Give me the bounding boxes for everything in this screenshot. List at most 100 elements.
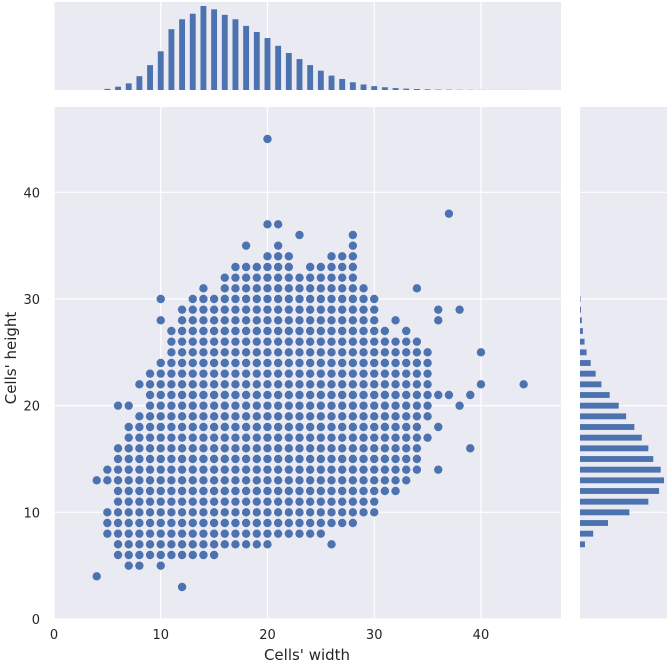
scatter-point [135, 476, 144, 485]
scatter-point [273, 241, 283, 250]
scatter-point [124, 561, 133, 570]
scatter-point [295, 465, 304, 474]
scatter-point [177, 326, 187, 336]
scatter-point [305, 326, 315, 336]
scatter-point [402, 422, 411, 432]
scatter-point [252, 540, 261, 549]
top-histogram-bar [200, 6, 207, 90]
scatter-point [156, 486, 165, 496]
scatter-point [423, 401, 432, 410]
top-histogram-bar [179, 19, 186, 91]
scatter-point [92, 476, 101, 485]
scatter-point [252, 465, 261, 474]
scatter-point [209, 444, 219, 453]
scatter-point [241, 380, 251, 389]
scatter-point [199, 337, 208, 346]
scatter-point [241, 262, 251, 272]
scatter-point [209, 390, 219, 400]
scatter-point [177, 337, 187, 346]
scatter-point [455, 401, 464, 410]
scatter-point [316, 401, 326, 410]
scatter-point [412, 454, 422, 464]
scatter-point [370, 380, 379, 389]
scatter-point [348, 358, 358, 368]
scatter-point [305, 508, 315, 517]
scatter-point [263, 454, 272, 464]
scatter-point [380, 465, 390, 474]
scatter-point [295, 273, 304, 282]
scatter-point [145, 412, 155, 421]
top-histogram-bar [264, 38, 271, 90]
scatter-point [231, 454, 240, 464]
scatter-point [295, 380, 304, 389]
scatter-point [177, 305, 187, 314]
scatter-point [284, 305, 294, 314]
top-histogram-bar [424, 89, 431, 90]
scatter-point [135, 550, 144, 560]
scatter-point [263, 305, 272, 314]
scatter-point [337, 380, 347, 389]
scatter-point [113, 518, 123, 528]
scatter-point [295, 508, 304, 517]
scatter-point [135, 433, 144, 442]
top-marginal-bars [104, 6, 527, 91]
scatter-point [284, 497, 294, 506]
scatter-point [177, 550, 187, 560]
scatter-point [188, 465, 197, 474]
scatter-point [273, 326, 283, 336]
top-histogram-bar [360, 84, 367, 90]
scatter-point [348, 284, 358, 293]
scatter-point [135, 486, 144, 496]
scatter-point [103, 476, 112, 485]
scatter-point [348, 348, 358, 357]
scatter-point [402, 348, 411, 357]
right-histogram-bar [580, 445, 649, 452]
right-histogram-bar [580, 509, 630, 516]
scatter-point [316, 316, 326, 325]
scatter-point [327, 401, 336, 410]
scatter-point [337, 444, 347, 453]
scatter-point [273, 348, 283, 357]
scatter-point [145, 444, 155, 453]
scatter-point [295, 422, 304, 432]
y-tick-label: 20 [23, 400, 40, 415]
scatter-point [337, 508, 347, 517]
scatter-point [252, 486, 261, 496]
scatter-point [402, 369, 411, 378]
right-histogram-bar [580, 306, 581, 313]
scatter-point [124, 444, 133, 453]
scatter-points [92, 134, 528, 592]
top-histogram-bar [253, 31, 260, 90]
scatter-point [177, 476, 187, 485]
scatter-point [380, 454, 390, 464]
scatter-point [273, 486, 283, 496]
scatter-point [263, 465, 272, 474]
scatter-point [252, 316, 261, 325]
scatter-point [199, 401, 208, 410]
scatter-point [252, 433, 261, 442]
scatter-point [284, 529, 294, 538]
scatter-point [391, 476, 400, 485]
x-tick-label: 20 [259, 628, 276, 643]
scatter-point [391, 486, 400, 496]
scatter-point [391, 412, 400, 421]
scatter-point [327, 412, 336, 421]
scatter-point [348, 369, 358, 378]
scatter-point [145, 369, 155, 378]
x-tick-label: 30 [366, 628, 383, 643]
scatter-point [380, 422, 390, 432]
scatter-point [391, 444, 400, 453]
scatter-point [156, 508, 165, 517]
scatter-point [391, 316, 400, 325]
scatter-point [295, 230, 304, 240]
scatter-point [434, 316, 443, 325]
scatter-point [316, 262, 326, 272]
scatter-point [295, 476, 304, 485]
scatter-point [188, 401, 197, 410]
scatter-point [252, 444, 261, 453]
scatter-point [241, 518, 251, 528]
scatter-point [327, 252, 336, 261]
scatter-point [156, 422, 165, 432]
scatter-point [177, 433, 187, 442]
scatter-point [177, 529, 187, 538]
